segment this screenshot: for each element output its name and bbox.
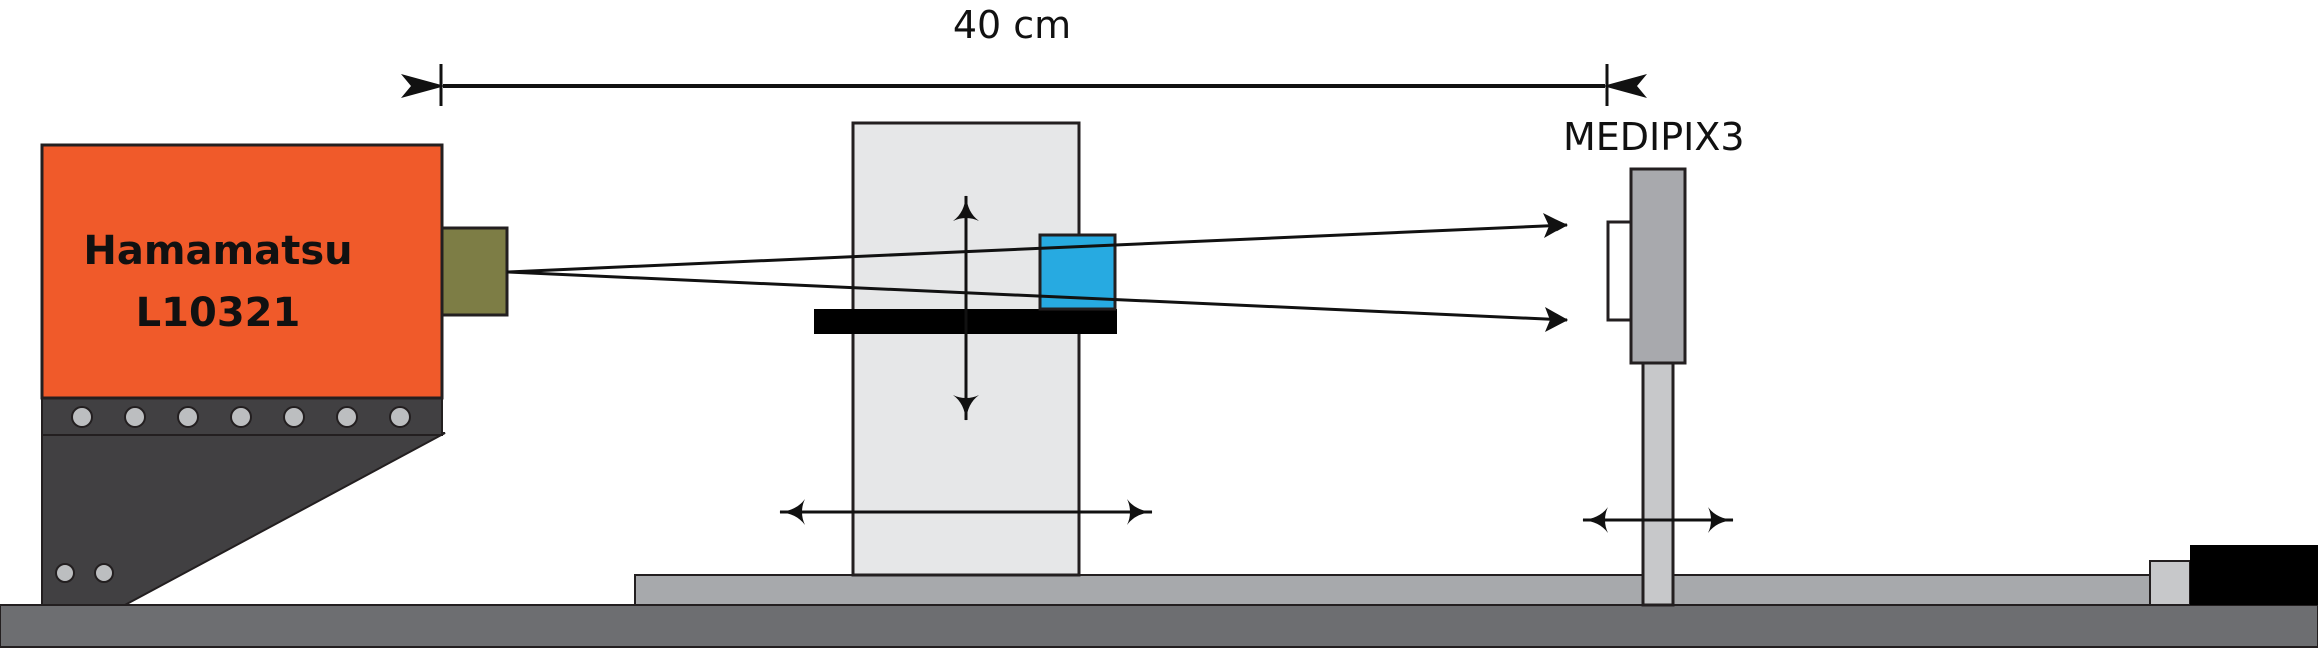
beam-arrowhead-upper: [1543, 213, 1567, 238]
source-model-label: L10321: [136, 290, 301, 336]
source-name-label: Hamamatsu: [83, 228, 352, 274]
mount-bolt: [94, 563, 114, 583]
source-window: [440, 226, 509, 317]
source-bolt: [124, 406, 146, 428]
source-bolt: [283, 406, 305, 428]
detector-post: [1641, 361, 1675, 607]
source-bolt: [177, 406, 199, 428]
rail-end-stop: [2149, 560, 2191, 606]
base-plate: [0, 604, 2318, 648]
source-bolt: [230, 406, 252, 428]
detector-label: MEDIPIX3: [1563, 115, 1745, 159]
source-bolt: [71, 406, 93, 428]
beam-line-upper: [506, 219, 1568, 274]
detector-chip: [1606, 220, 1633, 322]
optical-rail: [634, 574, 2151, 606]
source-bolt: [336, 406, 358, 428]
beam-line-lower: [506, 270, 1568, 326]
dimension-label: 40 cm: [953, 3, 1071, 47]
source-bolt: [389, 406, 411, 428]
beam-arrowhead-lower: [1545, 307, 1568, 332]
mount-bolt: [55, 563, 75, 583]
detector-housing: [1629, 167, 1687, 365]
rail-clamp: [2190, 545, 2318, 605]
